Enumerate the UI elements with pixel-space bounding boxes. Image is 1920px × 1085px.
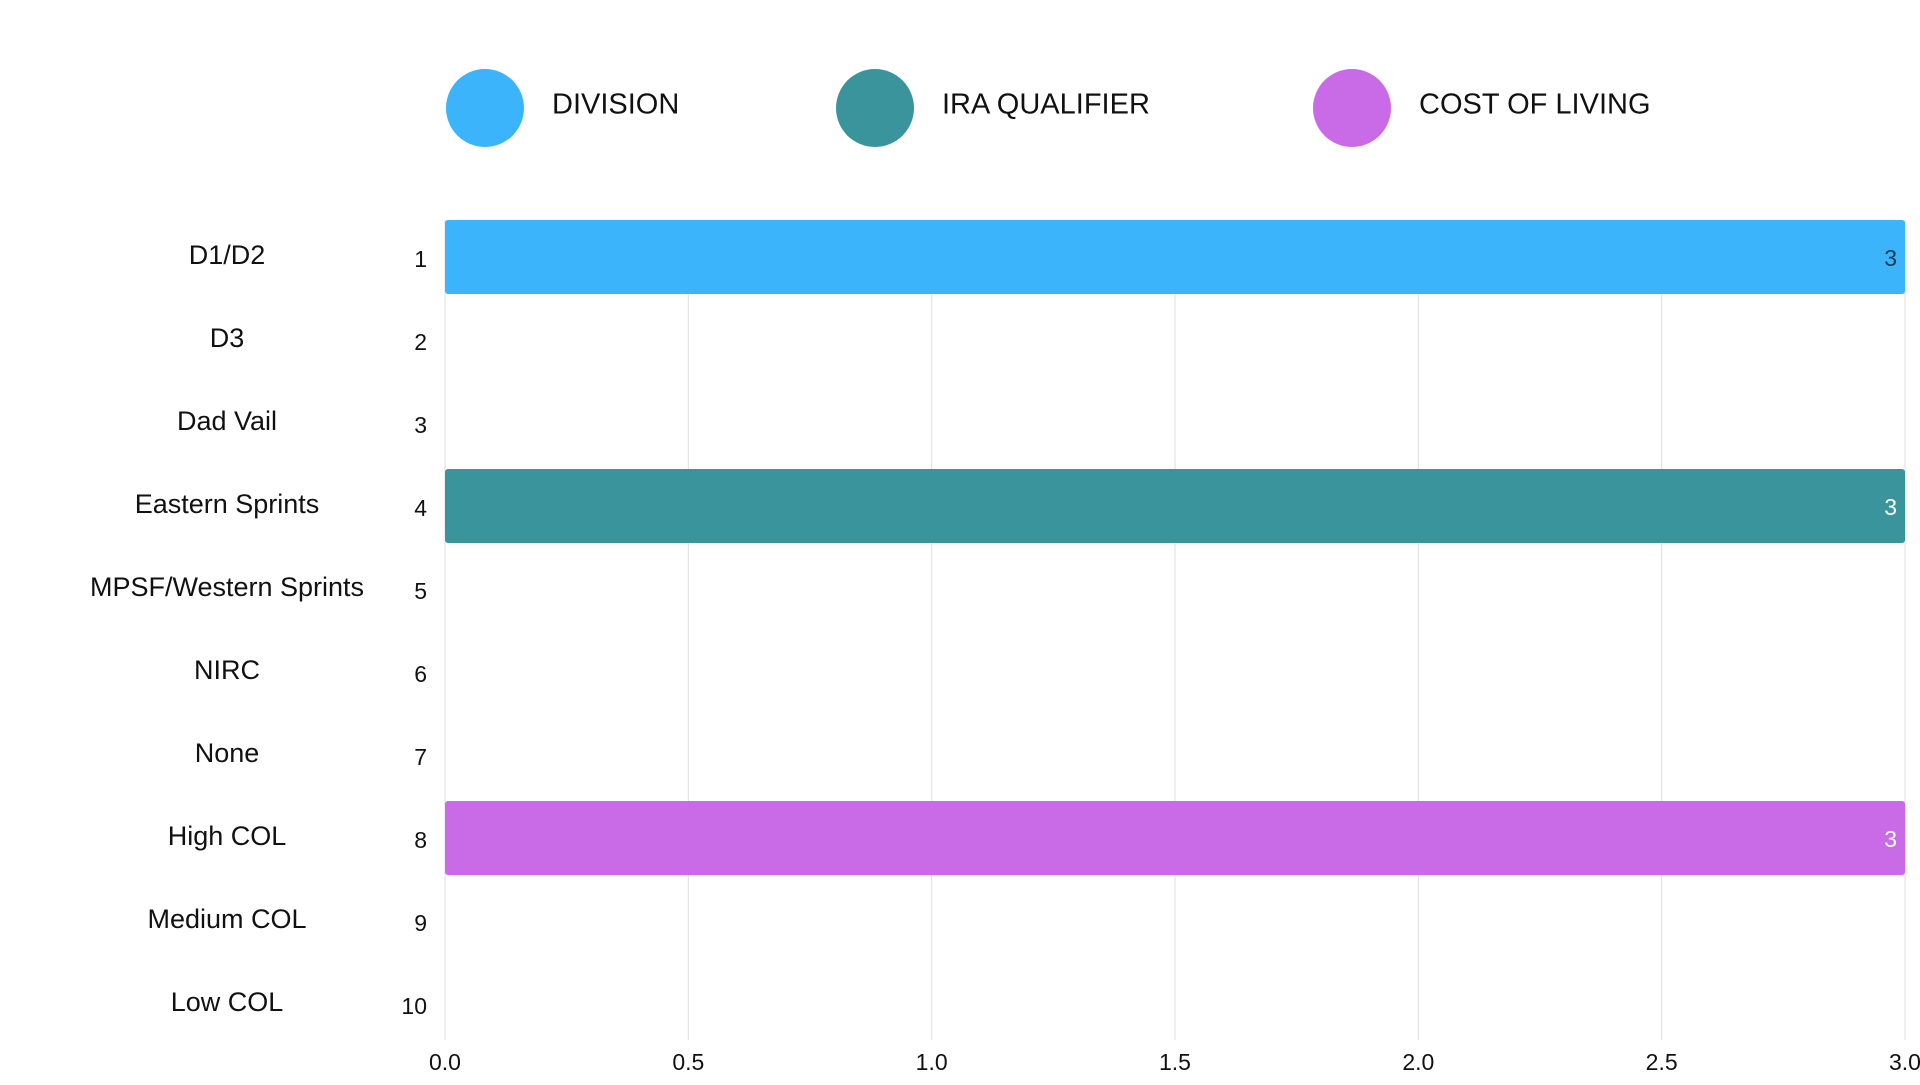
x-tick-label: 0.5: [672, 1049, 704, 1075]
row-number-label: 4: [414, 495, 427, 521]
row-number-label: 8: [414, 827, 427, 853]
category-label: Low COL: [171, 987, 284, 1017]
legend-swatch: [836, 69, 914, 147]
category-label: Eastern Sprints: [135, 489, 320, 519]
legend-swatch: [1313, 69, 1391, 147]
x-tick-labels: 0.0 0.5 1.0 1.5 2.0 2.5 3.0: [429, 1049, 1920, 1075]
legend: DIVISION IRA QUALIFIER COST OF LIVING: [446, 69, 1651, 147]
category-labels: D1/D2 D3 Dad Vail Eastern Sprints MPSF/Weste…: [90, 240, 364, 1017]
bar: [445, 220, 1905, 294]
category-label: MPSF/Western Sprints: [90, 572, 364, 602]
bar: [445, 801, 1905, 875]
category-label: Dad Vail: [177, 406, 277, 436]
legend-swatch: [446, 69, 524, 147]
row-number-label: 9: [414, 910, 427, 936]
row-number-label: 5: [414, 578, 427, 604]
row-number-label: 3: [414, 412, 427, 438]
row-number-label: 10: [401, 993, 427, 1019]
row-number-labels: 1 2 3 4 5 6 7 8 9 10: [401, 246, 427, 1019]
row-number-label: 7: [414, 744, 427, 770]
x-tick-label: 1.5: [1159, 1049, 1191, 1075]
bars-layer: 3 3 3: [445, 220, 1905, 875]
category-label: High COL: [168, 821, 287, 851]
legend-label: IRA QUALIFIER: [942, 89, 1150, 121]
bar: [445, 469, 1905, 543]
category-label: D3: [210, 323, 245, 353]
row-number-label: 6: [414, 661, 427, 687]
row-number-label: 2: [414, 329, 427, 355]
category-label: D1/D2: [189, 240, 266, 270]
legend-label: COST OF LIVING: [1419, 89, 1651, 121]
row-number-label: 1: [414, 246, 427, 272]
bar-value-label: 3: [1884, 826, 1897, 852]
category-label: NIRC: [194, 655, 260, 685]
x-tick-label: 0.0: [429, 1049, 461, 1075]
category-label: Medium COL: [147, 904, 306, 934]
bar-value-label: 3: [1884, 494, 1897, 520]
x-tick-label: 3.0: [1889, 1049, 1920, 1075]
x-tick-label: 2.5: [1646, 1049, 1678, 1075]
category-label: None: [195, 738, 260, 768]
grid-layer: [444, 220, 1906, 1040]
x-tick-label: 2.0: [1402, 1049, 1434, 1075]
x-tick-label: 1.0: [916, 1049, 948, 1075]
legend-label: DIVISION: [552, 89, 679, 121]
bar-value-label: 3: [1884, 245, 1897, 271]
